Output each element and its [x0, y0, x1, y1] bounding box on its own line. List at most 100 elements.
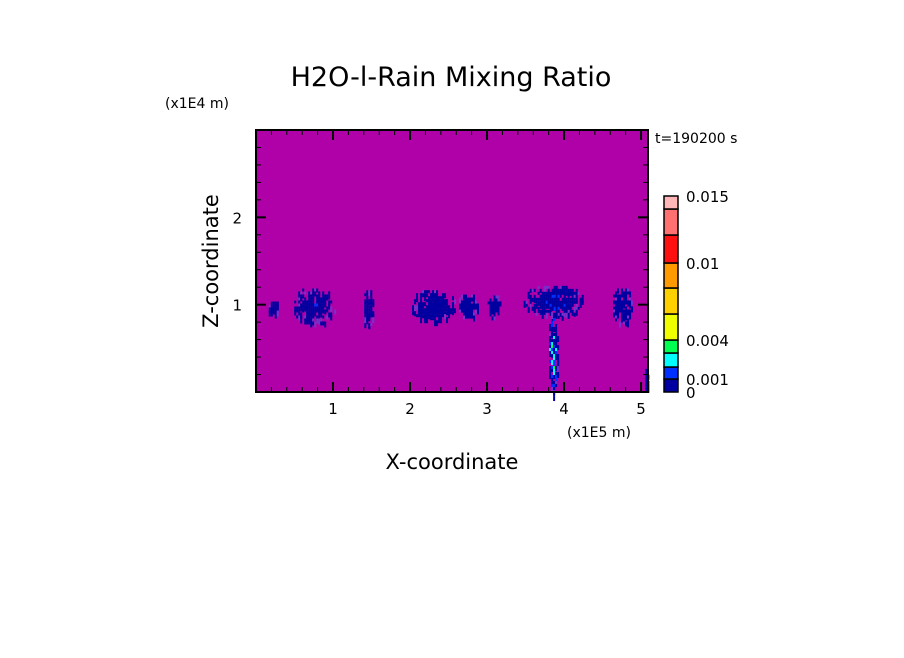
rain-cell [557, 354, 560, 358]
rain-cell [366, 296, 369, 300]
rain-cell [314, 291, 317, 297]
rain-cell [551, 315, 554, 320]
rain-cell [555, 303, 558, 308]
colorbar-box [663, 234, 679, 264]
rain-cell [471, 312, 474, 316]
rain-cell [549, 333, 552, 339]
rain-cell [543, 291, 546, 295]
rain-cell [422, 314, 425, 319]
x-tick-label: 2 [405, 400, 415, 418]
rain-cell [623, 300, 626, 306]
rain-cell [559, 303, 562, 309]
rain-cell [537, 285, 540, 289]
rain-cell [298, 306, 301, 313]
rain-cell [553, 375, 556, 380]
rain-cell [436, 320, 439, 327]
rain-cell [436, 308, 439, 313]
rain-cell [304, 306, 307, 312]
rain-cell [551, 342, 554, 348]
rain-cell [493, 316, 496, 321]
rain-cell [567, 297, 570, 303]
rain-cell [623, 291, 626, 296]
rain-cell [318, 306, 321, 312]
rain-cell [324, 303, 327, 308]
rain-cell [461, 303, 464, 308]
rain-cell [434, 293, 437, 299]
rain-cell [274, 310, 277, 314]
rain-cell [306, 318, 309, 325]
rain-cell [469, 300, 472, 304]
rain-cell [621, 303, 624, 308]
rain-cell [539, 288, 542, 293]
rain-cell [424, 302, 427, 307]
rain-cell [314, 288, 317, 292]
rain-cell [615, 306, 618, 310]
rain-cell [471, 315, 474, 319]
rain-cell [581, 297, 584, 303]
rain-cell [467, 306, 470, 312]
rain-cell [491, 304, 494, 309]
rain-cell [551, 288, 554, 293]
rain-cell [555, 324, 558, 331]
rain-cell [627, 303, 630, 307]
rain-cell [442, 314, 445, 318]
rain-cell [418, 311, 421, 318]
data-field [256, 130, 650, 402]
rain-cell [535, 312, 538, 316]
rain-cell [553, 393, 556, 397]
rain-cell [551, 333, 554, 339]
rain-cell [567, 306, 570, 312]
rain-cell [430, 311, 433, 315]
rain-cell [543, 309, 546, 315]
rain-cell [469, 303, 472, 308]
rain-cell [623, 321, 626, 325]
rain-cell [304, 318, 307, 325]
rain-cell [322, 291, 325, 297]
rain-cell [473, 297, 476, 301]
rain-cell [318, 318, 321, 325]
rain-cell [623, 315, 626, 320]
rain-cell [294, 309, 297, 316]
rain-cell [617, 294, 620, 299]
rain-cell [495, 301, 498, 307]
rain-cell [615, 315, 618, 320]
rain-cell [527, 291, 530, 297]
rain-cell [473, 294, 476, 300]
rain-cell [274, 313, 277, 319]
rain-cell [565, 288, 568, 292]
rain-cell [326, 294, 329, 301]
rain-cell [573, 291, 576, 296]
rain-cell [473, 315, 476, 322]
rain-cell [527, 294, 530, 299]
rain-cell [310, 306, 313, 312]
rain-cell [555, 357, 558, 361]
rain-cell [440, 302, 443, 307]
rain-cell [555, 348, 558, 352]
rain-cell [364, 314, 367, 320]
rain-cell [368, 305, 371, 309]
rain-cell [322, 321, 325, 326]
rain-cell [320, 297, 323, 303]
rain-cell [424, 296, 427, 302]
rain-cell [537, 300, 540, 306]
rain-cell [300, 303, 303, 309]
rain-cell [625, 288, 628, 293]
colorbar-box [663, 262, 679, 289]
rain-cell [414, 299, 417, 305]
rain-cell [623, 294, 626, 300]
rain-cell [575, 306, 578, 312]
rain-cell [302, 306, 305, 312]
rain-cell [418, 308, 421, 313]
rain-cell [471, 294, 474, 298]
rain-cell [625, 321, 628, 327]
rain-cell [414, 311, 417, 317]
rain-cell [555, 381, 558, 385]
chart-title: H2O-l-Rain Mixing Ratio [291, 62, 612, 93]
rain-cell [302, 288, 305, 292]
rain-cell [555, 354, 558, 359]
rain-cell [551, 369, 554, 373]
rain-cell [432, 314, 435, 318]
rain-cell [645, 380, 648, 386]
rain-cell [555, 375, 558, 382]
